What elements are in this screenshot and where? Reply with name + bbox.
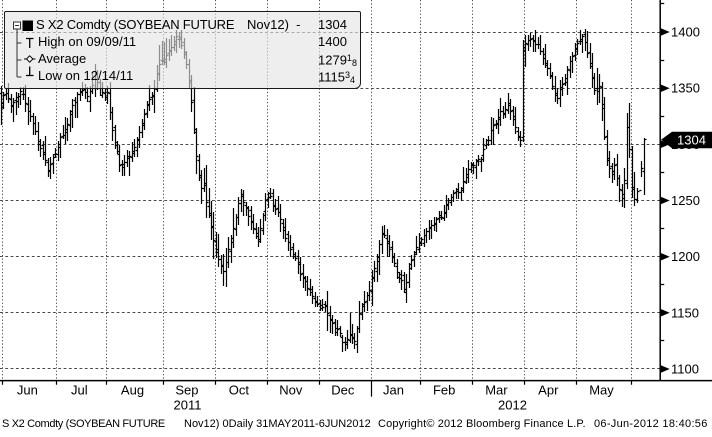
svg-text:2011: 2011 — [174, 398, 202, 413]
svg-text:Dec: Dec — [331, 383, 355, 398]
svg-text:Oct: Oct — [229, 383, 250, 398]
svg-text:2012: 2012 — [498, 398, 527, 413]
svg-text:Jan: Jan — [383, 383, 404, 398]
svg-text:Sep: Sep — [175, 383, 198, 398]
svg-text:1350: 1350 — [671, 81, 700, 96]
svg-text:Feb: Feb — [433, 383, 455, 398]
svg-text:Apr: Apr — [538, 383, 559, 398]
svg-text:1100: 1100 — [671, 362, 699, 377]
svg-text:1250: 1250 — [671, 193, 700, 208]
svg-text:Jun: Jun — [17, 383, 38, 398]
svg-text:May: May — [589, 383, 614, 398]
svg-text:1150: 1150 — [671, 305, 699, 320]
svg-text:Jul: Jul — [71, 383, 88, 398]
svg-text:1400: 1400 — [671, 25, 700, 40]
svg-text:Mar: Mar — [485, 383, 508, 398]
svg-text:1200: 1200 — [671, 249, 700, 264]
svg-text:Nov: Nov — [279, 383, 303, 398]
svg-text:Aug: Aug — [121, 383, 144, 398]
svg-text:1304: 1304 — [677, 132, 706, 147]
